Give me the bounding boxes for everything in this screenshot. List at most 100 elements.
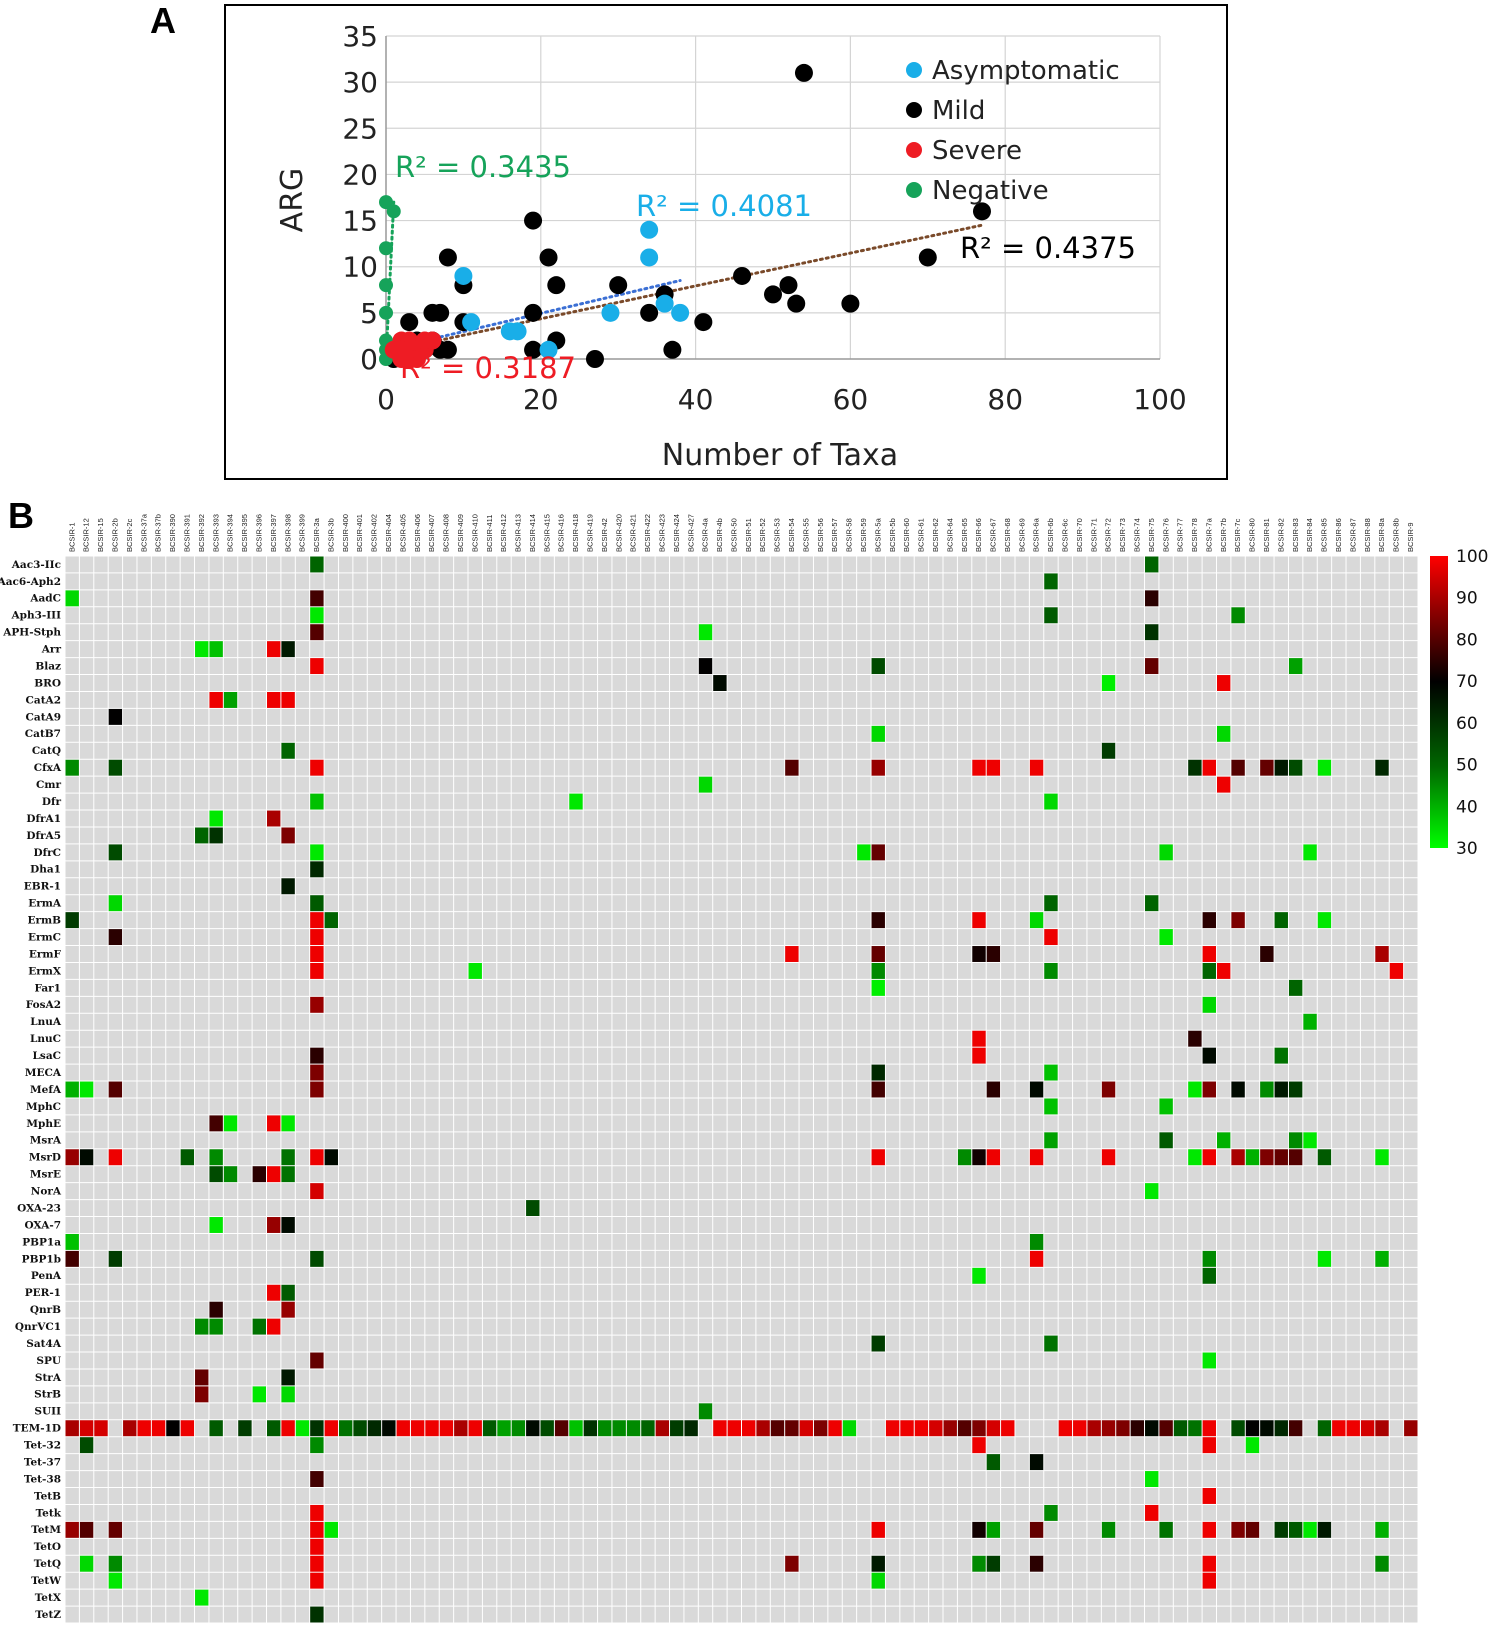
heatmap-row-label: Blaz [35, 660, 61, 672]
heatmap-cells [65, 556, 1418, 1623]
heatmap-column-label: BCSIR-84 [1305, 518, 1314, 552]
heatmap-row-label: QnrB [30, 1304, 61, 1316]
heatmap-column-label: BCSIR-394 [226, 514, 235, 552]
heatmap-row-label: APH-Stph [2, 627, 61, 639]
heatmap-cell [1303, 844, 1317, 861]
heatmap-cell [1029, 1521, 1044, 1538]
heatmap-cell [1202, 1488, 1216, 1504]
heatmap-cell [1202, 1149, 1216, 1166]
heatmap-cell [1029, 1250, 1044, 1267]
heatmap-cell [310, 793, 324, 810]
heatmap-cell [310, 929, 324, 946]
heatmap-row-label: LsaC [33, 1050, 61, 1062]
heatmap-cell [324, 912, 338, 929]
colorbar-tick-labels: 100 90 80 70 60 50 40 30 [1456, 547, 1488, 859]
heatmap-cell [310, 946, 324, 962]
heatmap-cell [1317, 759, 1332, 776]
heatmap-cell [871, 979, 885, 996]
heatmap-column-label: BCSIR-82 [1276, 518, 1285, 552]
heatmap-row-label: DfrA5 [26, 830, 61, 842]
heatmap-cell [871, 1572, 885, 1589]
heatmap-row-label: Sat4A [26, 1338, 62, 1350]
heatmap-column-label: BCSIR-5a [873, 517, 882, 552]
heatmap-gridlines [64, 555, 1419, 1624]
heatmap-column-label: BCSIR-70 [1075, 518, 1084, 552]
point-mild [524, 340, 543, 359]
heatmap-cell [1101, 1149, 1116, 1166]
point-mild [640, 303, 659, 322]
heatmap-cell [195, 1386, 209, 1403]
heatmap-column-label: BCSIR-397 [269, 514, 278, 552]
heatmap-row-label: MefA [30, 1084, 62, 1096]
heatmap-cell [281, 1420, 295, 1437]
heatmap-cell [310, 556, 324, 573]
heatmap-cell [281, 827, 295, 844]
heatmap-cell [1202, 946, 1216, 962]
point-mild [972, 202, 991, 221]
heatmap-row-label: PER-1 [25, 1287, 61, 1299]
heatmap-row-label: TetX [35, 1592, 62, 1604]
heatmap-cell [65, 1081, 79, 1098]
heatmap-cell [943, 1420, 957, 1437]
heatmap-cell [1288, 1132, 1303, 1149]
heatmap-cell [1216, 962, 1231, 979]
heatmap-column-label: BCSIR-422 [643, 514, 652, 552]
heatmap-column-label: BCSIR-50 [729, 518, 738, 552]
heatmap-cell [209, 1301, 223, 1318]
heatmap-column-label: BCSIR-424 [672, 514, 681, 552]
heatmap-column-label: BCSIR-55 [801, 518, 810, 552]
heatmap-cell [166, 1420, 180, 1437]
colorbar-tick-label: 80 [1456, 630, 1478, 650]
heatmap-cell [65, 1521, 79, 1538]
heatmap-cell [65, 1250, 79, 1267]
heatmap-cell [1058, 1420, 1073, 1437]
heatmap-cell [1216, 675, 1231, 691]
heatmap-cell [1188, 1420, 1202, 1437]
heatmap-cell [1202, 962, 1216, 979]
legend-label-mild: Mild [932, 96, 985, 126]
heatmap-cell [1317, 1420, 1332, 1437]
y-tick-label: 15 [342, 205, 378, 238]
panel-b-heatmap: B Aac3-IIcAac6-Aph2AadCAph3-IIIAPH-StphA… [0, 495, 1488, 1624]
heatmap-row-label: PBP1b [22, 1253, 61, 1265]
heatmap-column-label: BCSIR-73 [1118, 518, 1127, 552]
heatmap-column-label: BCSIR-407 [427, 514, 436, 552]
heatmap-cell [1145, 658, 1159, 675]
heatmap-cell [267, 810, 281, 827]
heatmap-cell [123, 1420, 137, 1437]
point-mild [431, 303, 450, 322]
heatmap-cell [526, 1200, 540, 1217]
heatmap-column-label: BCSIR-420 [614, 514, 623, 552]
heatmap-cell [267, 1318, 281, 1335]
heatmap-cell [871, 1555, 885, 1572]
heatmap-column-label: BCSIR-62 [931, 518, 940, 552]
heatmap-cell [310, 844, 324, 861]
point-asymptomatic [508, 322, 527, 341]
point-negative [379, 195, 393, 210]
heatmap-cell [1173, 1420, 1188, 1437]
heatmap-row-label: TetW [31, 1575, 61, 1587]
panel-a-scatter-chart: A 0 20 40 60 80 100 0 5 10 15 20 25 30 35 R² = 0.4081… [150, 0, 1228, 480]
heatmap-cell [1202, 912, 1216, 929]
heatmap-cell [108, 1250, 123, 1267]
point-severe [400, 350, 419, 368]
heatmap-cell [569, 1420, 583, 1437]
heatmap-cell [1288, 1420, 1303, 1437]
heatmap-cell [1274, 759, 1288, 776]
heatmap-cell [65, 759, 79, 776]
heatmap-cell [252, 1386, 267, 1403]
heatmap-row-label: QnrVC1 [15, 1321, 61, 1333]
heatmap-cell [972, 1047, 986, 1064]
heatmap-row-label: ErmX [28, 965, 62, 977]
point-mild [524, 211, 543, 230]
heatmap-cell [1188, 1081, 1202, 1098]
y-tick-label: 25 [342, 112, 378, 145]
heatmap-column-label: BCSIR-390 [168, 514, 177, 552]
heatmap-cell [871, 1521, 885, 1538]
heatmap-column-label: BCSIR-3a [312, 517, 321, 552]
heatmap-column-label: BCSIR-88 [1363, 518, 1372, 552]
heatmap-row-label: OXA-23 [17, 1202, 61, 1214]
colorbar-tick-label: 60 [1456, 714, 1478, 734]
heatmap-cell [871, 946, 885, 962]
heatmap-cell [1044, 895, 1058, 912]
